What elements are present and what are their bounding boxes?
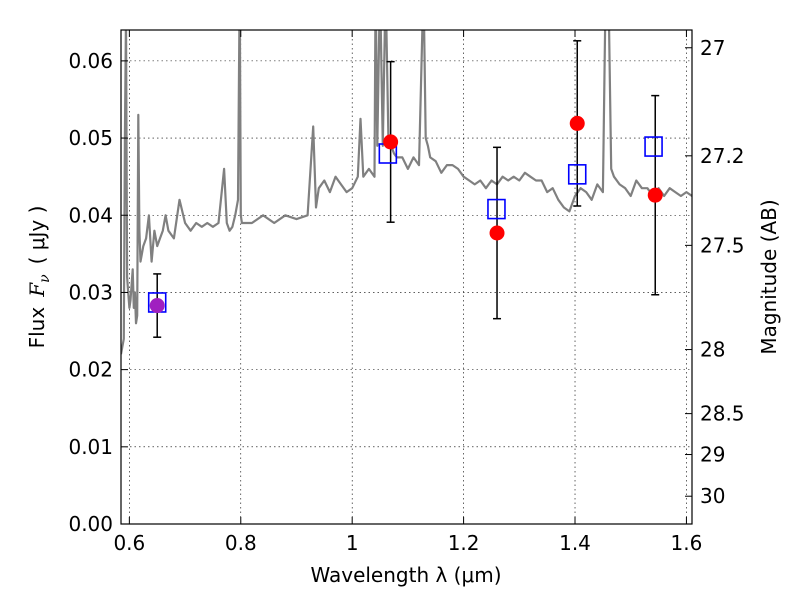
model-photometry-square	[567, 164, 587, 185]
y2-tick-label: 27.5	[700, 233, 745, 257]
y-tick-label: 0.04	[68, 203, 113, 227]
spectrum-line-group	[121, 30, 692, 355]
x-axis-label: Wavelength λ (μm)	[310, 563, 501, 587]
x-tick-label: 0.6	[113, 531, 145, 555]
y2-tick-label: 27.2	[700, 144, 745, 168]
y-axis-label-prefix: Flux	[25, 307, 49, 349]
model-photometry-square	[644, 136, 663, 157]
observed-point	[647, 187, 663, 203]
observed-point	[149, 298, 165, 314]
x-tick-label: 1.2	[448, 531, 480, 555]
observed-point	[489, 225, 505, 241]
y-tick-label: 0.01	[68, 435, 113, 459]
y-axis-label-symbol: F	[25, 282, 49, 298]
x-tick-label: 0.8	[225, 531, 257, 555]
y2-tick-label: 30	[700, 484, 725, 508]
observed-point	[569, 115, 585, 131]
y-tick-label: 0.03	[68, 280, 113, 304]
x-tick-label: 1.6	[671, 531, 703, 555]
spectrum-line	[121, 30, 692, 355]
y2-tick-label: 28.5	[700, 402, 745, 426]
y-axis-label-unit: ( μJy )	[25, 206, 49, 265]
y2-tick-label: 28	[700, 338, 725, 362]
plot-frame	[120, 29, 693, 525]
y2-tick-label: 29	[700, 443, 725, 467]
y-axis-label-subscript: ν	[37, 274, 53, 283]
x-tick-label: 1	[346, 531, 359, 555]
axis-ticks: 0.6 0.8 1 1.2 1.4 1.6 0.00 0.01 0.02 0.03 0.04 0.05…	[68, 30, 745, 555]
observed-point	[383, 134, 399, 150]
y-tick-label: 0.02	[68, 358, 113, 382]
y-tick-label: 0.00	[68, 512, 113, 536]
y2-tick-label: 27	[700, 36, 725, 60]
grid-lines	[121, 30, 692, 525]
observed-points	[149, 115, 663, 314]
y-tick-label: 0.06	[68, 49, 113, 73]
model-photometry-square	[487, 198, 506, 220]
x-tick-label: 1.4	[559, 531, 591, 555]
y-tick-label: 0.05	[68, 126, 113, 150]
y2-axis-label: Magnitude (AB)	[757, 199, 781, 354]
y-axis-label: Flux Fν ( μJy )	[25, 206, 53, 349]
